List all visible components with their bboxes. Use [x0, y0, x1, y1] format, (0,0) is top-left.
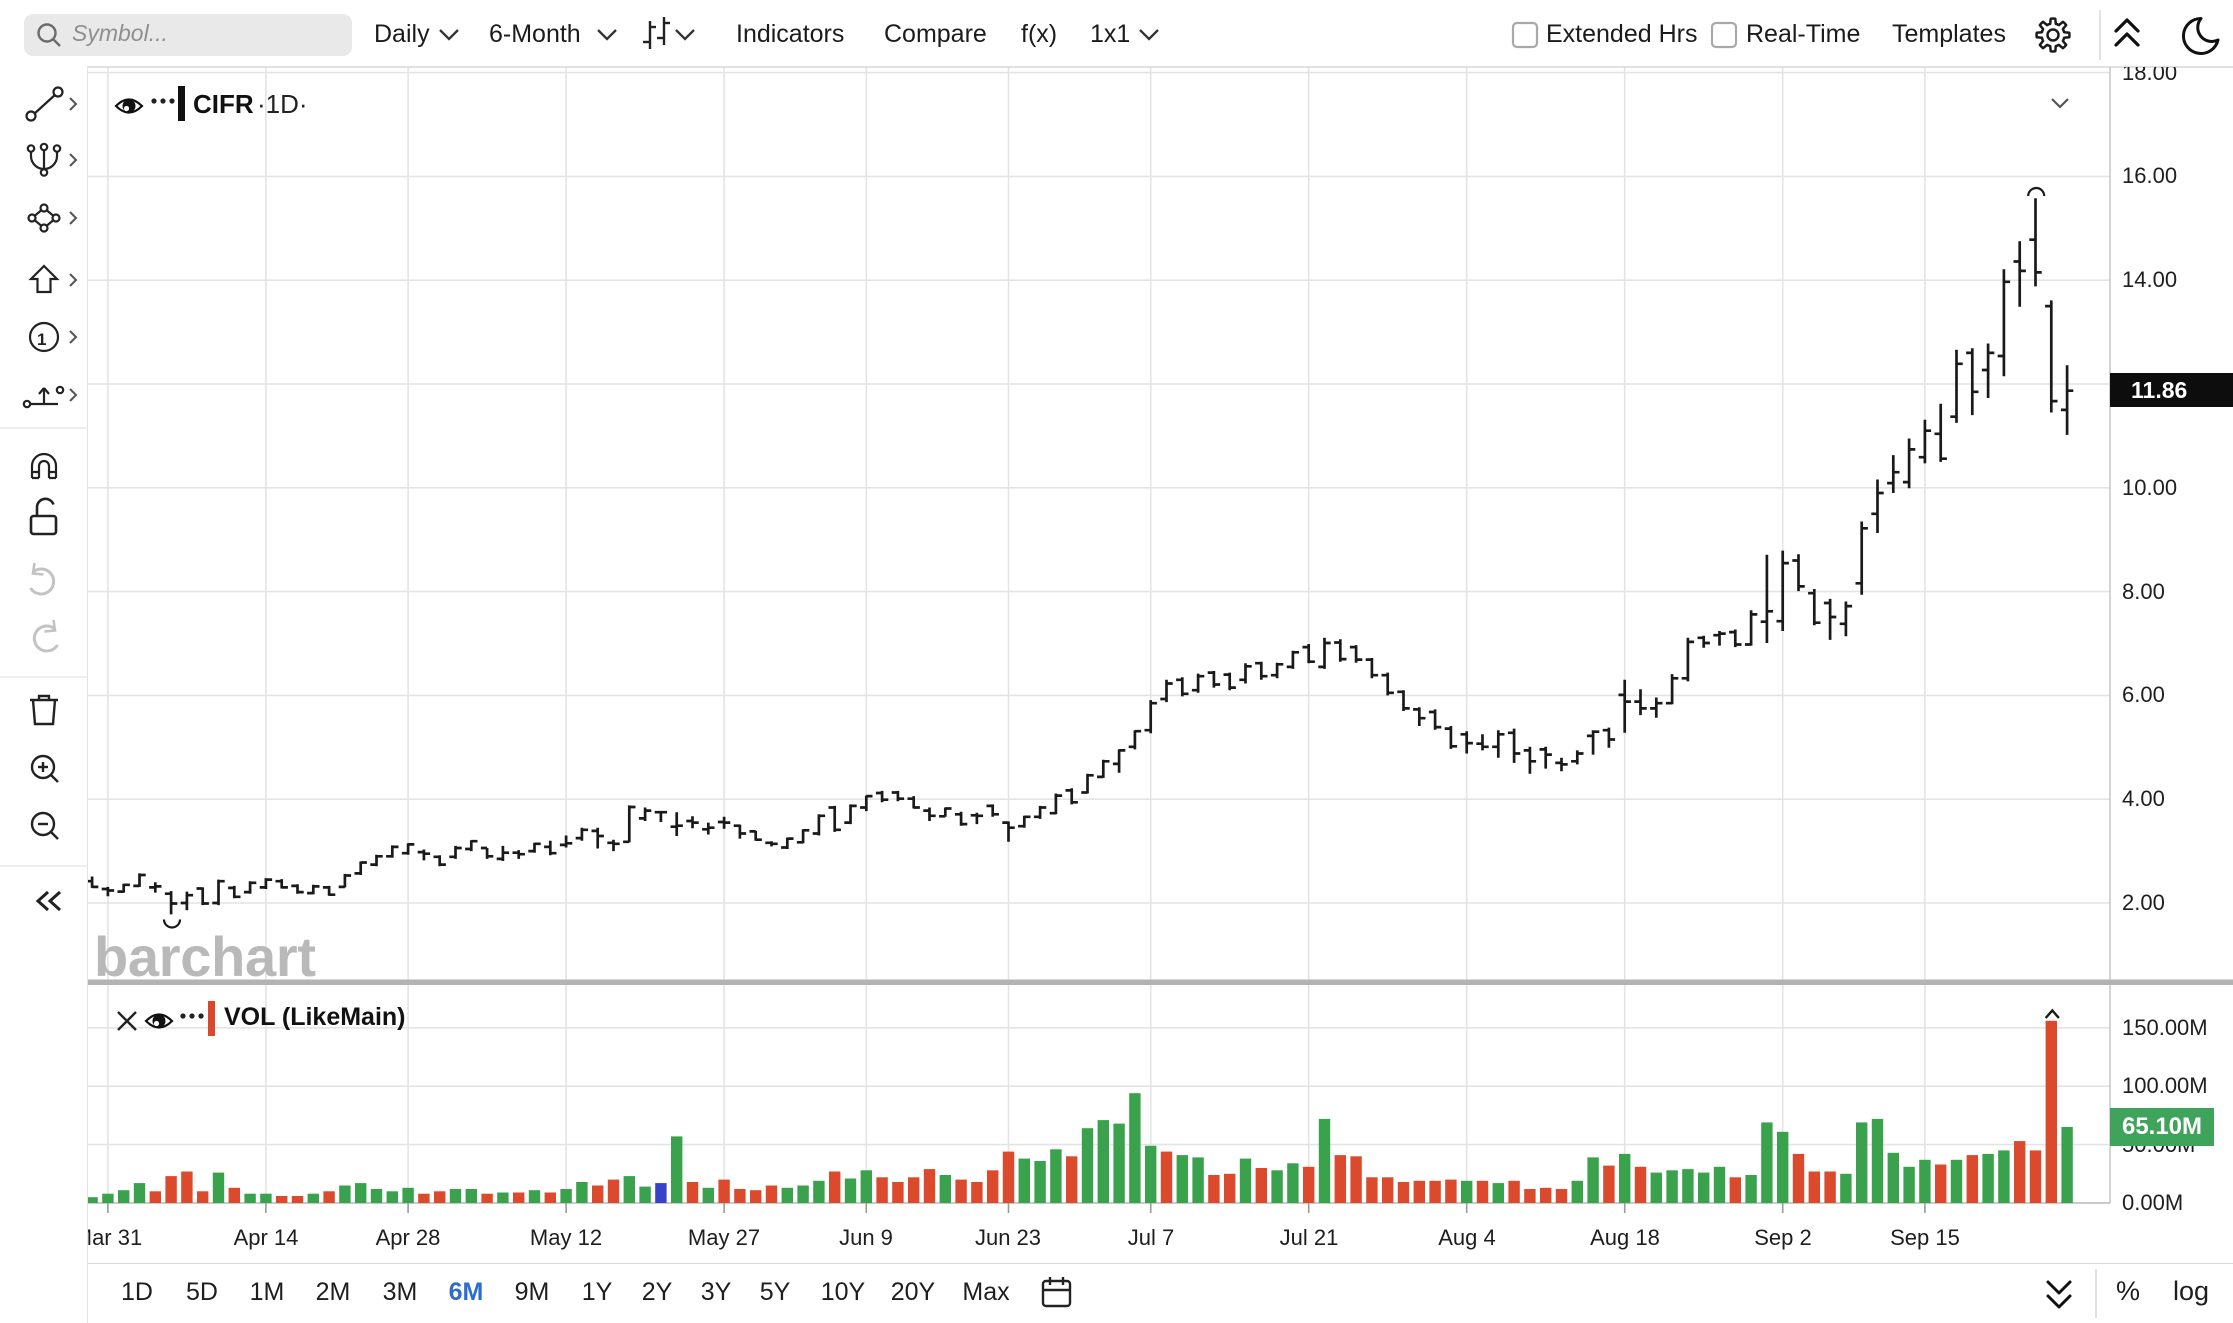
svg-text:1: 1	[37, 330, 46, 349]
svg-text:barchart: barchart	[94, 925, 316, 988]
